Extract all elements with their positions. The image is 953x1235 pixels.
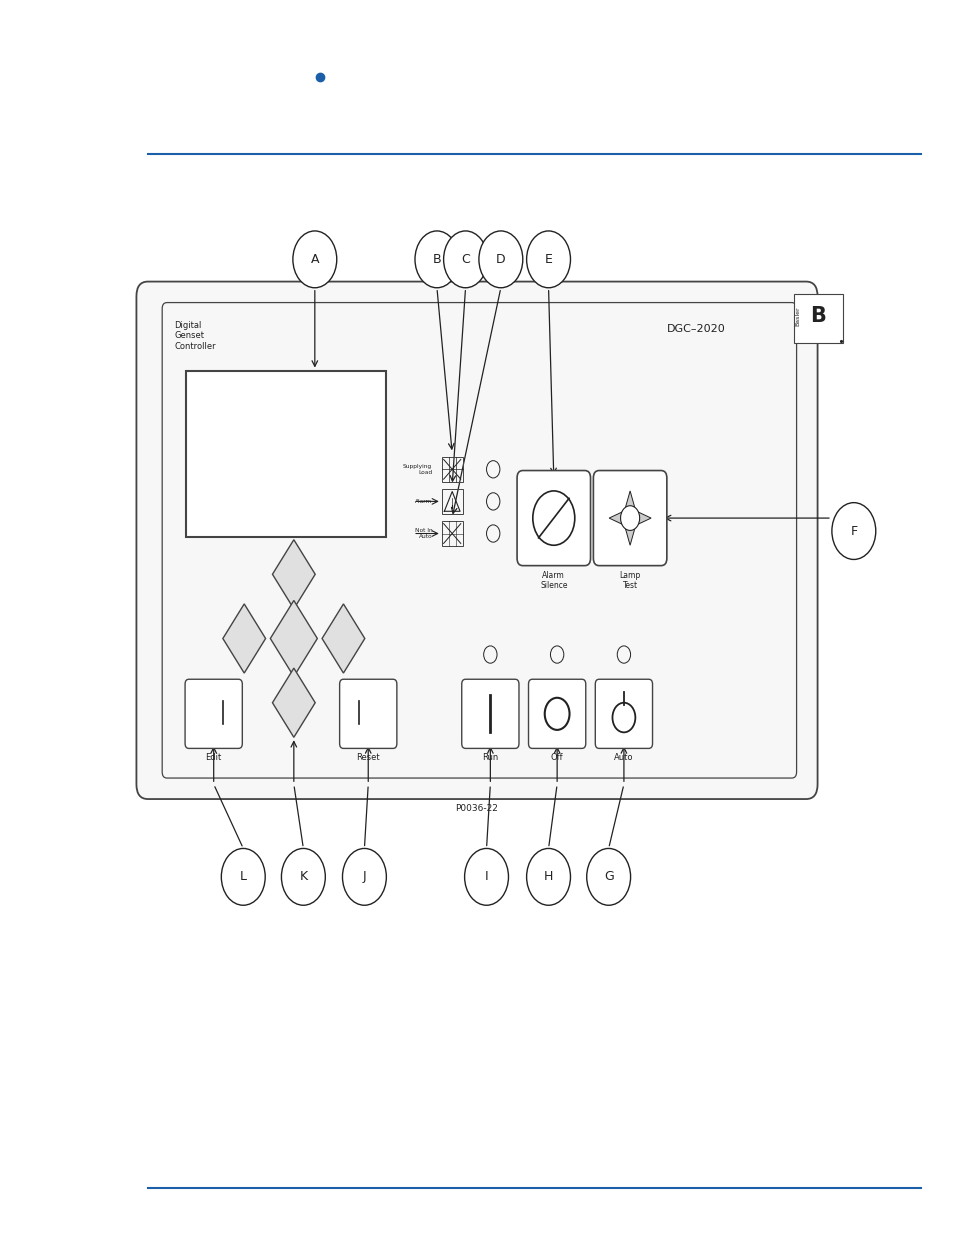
Polygon shape	[223, 604, 265, 673]
Circle shape	[221, 848, 265, 905]
Polygon shape	[273, 540, 314, 609]
Text: H: H	[543, 871, 553, 883]
Text: B: B	[432, 253, 441, 266]
Text: Supplying
Load: Supplying Load	[402, 464, 432, 474]
Text: C: C	[460, 253, 470, 266]
Polygon shape	[270, 600, 317, 677]
Circle shape	[526, 231, 570, 288]
Text: Lamp
Test: Lamp Test	[618, 571, 640, 590]
FancyBboxPatch shape	[593, 471, 666, 566]
Text: Off: Off	[550, 753, 563, 762]
Text: Not In
Auto: Not In Auto	[415, 529, 432, 538]
FancyBboxPatch shape	[517, 471, 590, 566]
Text: Reset: Reset	[356, 753, 379, 762]
Circle shape	[586, 848, 630, 905]
Polygon shape	[629, 509, 650, 529]
Circle shape	[831, 503, 875, 559]
Text: Digital
Genset
Controller: Digital Genset Controller	[174, 321, 216, 351]
Text: Edit: Edit	[205, 753, 222, 762]
FancyBboxPatch shape	[339, 679, 396, 748]
FancyBboxPatch shape	[186, 370, 386, 537]
FancyBboxPatch shape	[136, 282, 817, 799]
Polygon shape	[273, 668, 314, 737]
Circle shape	[526, 848, 570, 905]
FancyBboxPatch shape	[528, 679, 585, 748]
Text: D: D	[496, 253, 505, 266]
Polygon shape	[621, 490, 637, 519]
Polygon shape	[621, 519, 637, 546]
Text: J: J	[362, 871, 366, 883]
Circle shape	[443, 231, 487, 288]
Circle shape	[415, 231, 458, 288]
FancyBboxPatch shape	[595, 679, 652, 748]
Polygon shape	[322, 604, 364, 673]
Circle shape	[478, 231, 522, 288]
Text: B: B	[810, 306, 825, 326]
Circle shape	[281, 848, 325, 905]
Text: DGC–2020: DGC–2020	[666, 324, 725, 333]
Text: Auto: Auto	[614, 753, 633, 762]
Text: I: I	[484, 871, 488, 883]
Text: K: K	[299, 871, 307, 883]
Text: Alarm
Silence: Alarm Silence	[539, 571, 567, 590]
FancyBboxPatch shape	[185, 679, 242, 748]
Text: G: G	[603, 871, 613, 883]
Text: Run: Run	[481, 753, 498, 762]
FancyBboxPatch shape	[461, 679, 518, 748]
Text: E: E	[544, 253, 552, 266]
Circle shape	[464, 848, 508, 905]
Circle shape	[342, 848, 386, 905]
Circle shape	[619, 506, 639, 531]
Text: F: F	[849, 525, 857, 537]
Text: L: L	[239, 871, 247, 883]
Text: Basler: Basler	[794, 306, 800, 326]
Circle shape	[293, 231, 336, 288]
Text: A: A	[311, 253, 318, 266]
Polygon shape	[608, 509, 629, 529]
Text: P0036-22: P0036-22	[456, 804, 497, 814]
Text: Alarm: Alarm	[415, 499, 432, 504]
FancyBboxPatch shape	[793, 294, 842, 343]
